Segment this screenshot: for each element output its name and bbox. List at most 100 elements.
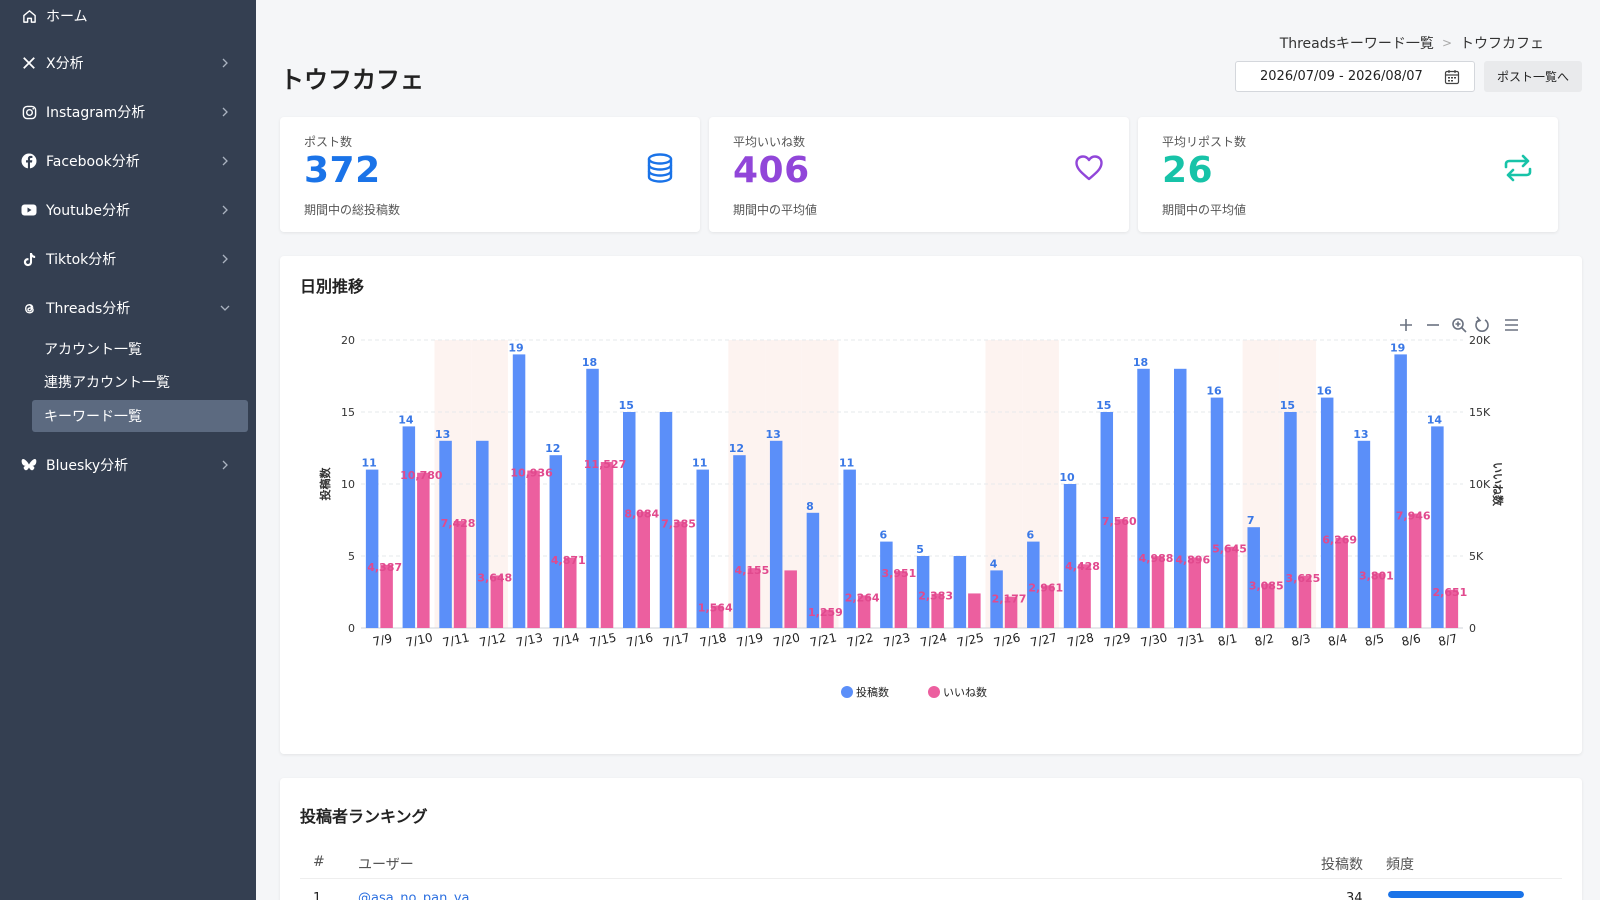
bar-posts[interactable] bbox=[439, 440, 452, 628]
date-range-picker[interactable]: 2026/07/09 - 2026/08/07 bbox=[1235, 61, 1475, 92]
bar-likes[interactable] bbox=[1188, 557, 1202, 628]
bar-likes[interactable] bbox=[1408, 513, 1422, 628]
sidebar-item-tiktok[interactable]: Tiktok分析 bbox=[0, 239, 256, 279]
bar-likes[interactable] bbox=[600, 462, 614, 628]
bar-posts[interactable] bbox=[1357, 440, 1371, 628]
sidebar-item-facebook[interactable]: Facebook分析 bbox=[0, 141, 256, 181]
zoom-in-icon[interactable] bbox=[1400, 319, 1412, 331]
bar-likes[interactable] bbox=[747, 568, 761, 628]
bar-likes[interactable] bbox=[710, 605, 724, 628]
sidebar-subitem-linked-accounts[interactable]: 連携アカウント一覧 bbox=[32, 366, 248, 398]
data-label-likes: 4,871 bbox=[551, 554, 586, 567]
bar-likes[interactable] bbox=[1151, 556, 1165, 628]
bar-posts[interactable] bbox=[1137, 368, 1150, 628]
bar-likes[interactable] bbox=[527, 470, 540, 628]
data-label-posts: 14 bbox=[1427, 413, 1443, 426]
bar-likes[interactable] bbox=[1372, 573, 1385, 628]
bar-posts[interactable] bbox=[659, 412, 673, 628]
bar-likes[interactable] bbox=[1445, 589, 1459, 628]
bar-likes[interactable] bbox=[417, 472, 430, 628]
bar-posts[interactable] bbox=[1320, 397, 1334, 628]
bar-posts[interactable] bbox=[1027, 541, 1040, 628]
legend-item-posts[interactable]: 投稿数 bbox=[841, 685, 889, 699]
bar-likes[interactable] bbox=[1298, 575, 1312, 628]
bar-posts[interactable] bbox=[476, 440, 489, 628]
bar-posts[interactable] bbox=[1100, 412, 1114, 628]
reset-icon[interactable] bbox=[1475, 316, 1489, 332]
x-tick-label: 7/16 bbox=[625, 630, 654, 649]
bar-likes[interactable] bbox=[1041, 585, 1055, 628]
y-tick-right: 5K bbox=[1469, 550, 1484, 563]
posts-cell: 34 bbox=[1346, 891, 1363, 900]
bar-posts[interactable] bbox=[916, 556, 930, 628]
bar-posts[interactable] bbox=[1210, 397, 1224, 628]
x-tick-label: 7/13 bbox=[515, 630, 544, 649]
bar-likes[interactable] bbox=[564, 557, 577, 628]
bar-posts[interactable] bbox=[843, 469, 856, 628]
sidebar-subitem-keywords[interactable]: キーワード一覧 bbox=[32, 400, 248, 432]
bar-likes[interactable] bbox=[1225, 546, 1238, 628]
x-tick-label: 7/29 bbox=[1103, 630, 1132, 649]
bar-likes[interactable] bbox=[894, 571, 908, 628]
bar-posts[interactable] bbox=[696, 469, 709, 628]
sidebar-item-threads[interactable]: Threads分析 bbox=[0, 288, 256, 328]
bar-likes[interactable] bbox=[1004, 596, 1018, 628]
sidebar-item-bluesky[interactable]: Bluesky分析 bbox=[0, 445, 256, 485]
bar-likes[interactable] bbox=[931, 593, 944, 628]
magnify-icon[interactable] bbox=[1452, 318, 1467, 333]
x-tick-label: 7/27 bbox=[1029, 630, 1058, 649]
bar-posts[interactable] bbox=[733, 455, 746, 628]
sidebar-subitem-accounts[interactable]: アカウント一覧 bbox=[32, 333, 248, 365]
bar-likes[interactable] bbox=[784, 570, 797, 628]
bar-likes[interactable] bbox=[490, 575, 504, 628]
sidebar-item-home[interactable]: ホーム bbox=[0, 0, 256, 36]
y-tick-right: 10K bbox=[1469, 478, 1491, 491]
data-label-posts: 12 bbox=[545, 442, 560, 455]
bar-likes[interactable] bbox=[857, 595, 871, 628]
data-label-likes: 8,084 bbox=[624, 508, 659, 521]
x-tick-label: 7/10 bbox=[405, 630, 434, 649]
breadcrumb-link-keywords[interactable]: Threadsキーワード一覧 bbox=[1279, 36, 1434, 52]
bar-likes[interactable] bbox=[1078, 564, 1091, 628]
data-label-likes: 7,946 bbox=[1396, 510, 1431, 523]
menu-icon[interactable] bbox=[1505, 319, 1518, 331]
bar-posts[interactable] bbox=[953, 556, 967, 628]
stat-card-avg-reposts: 平均リポスト数 26 期間中の平均値 bbox=[1138, 117, 1558, 232]
sidebar-item-instagram[interactable]: Instagram分析 bbox=[0, 92, 256, 132]
bar-likes[interactable] bbox=[821, 609, 834, 628]
bar-posts[interactable] bbox=[1174, 368, 1187, 628]
sidebar-item-youtube[interactable]: Youtube分析 bbox=[0, 190, 256, 230]
bar-posts[interactable] bbox=[1431, 426, 1444, 628]
user-link[interactable]: @asa_no_pan_ya bbox=[358, 891, 470, 900]
bar-posts[interactable] bbox=[806, 512, 820, 628]
bar-likes[interactable] bbox=[453, 521, 467, 628]
data-label-likes: 4,387 bbox=[367, 561, 402, 574]
bar-posts[interactable] bbox=[512, 354, 526, 628]
data-label-likes: 3,801 bbox=[1359, 569, 1394, 582]
bar-posts[interactable] bbox=[990, 570, 1003, 628]
bar-likes[interactable] bbox=[1115, 519, 1128, 628]
bar-posts[interactable] bbox=[402, 426, 416, 628]
data-label-likes: 11,527 bbox=[584, 458, 626, 471]
data-label-posts: 13 bbox=[1353, 428, 1368, 441]
bar-posts[interactable] bbox=[549, 455, 563, 628]
bar-likes[interactable] bbox=[637, 511, 651, 628]
bar-likes[interactable] bbox=[674, 521, 687, 628]
bar-posts[interactable] bbox=[623, 412, 636, 628]
bar-likes[interactable] bbox=[380, 564, 393, 628]
bar-posts[interactable] bbox=[1394, 354, 1407, 628]
legend-item-likes[interactable]: いいね数 bbox=[928, 686, 987, 699]
bar-posts[interactable] bbox=[769, 440, 783, 628]
chevron-right-icon bbox=[222, 205, 228, 215]
bar-posts[interactable] bbox=[1247, 527, 1260, 628]
bar-posts[interactable] bbox=[1284, 412, 1297, 628]
bar-posts[interactable] bbox=[586, 368, 599, 628]
bar-posts[interactable] bbox=[1063, 484, 1077, 628]
bar-posts[interactable] bbox=[880, 541, 893, 628]
bar-likes[interactable] bbox=[1335, 537, 1348, 628]
bar-likes[interactable] bbox=[1261, 583, 1275, 628]
post-list-button[interactable]: ポスト一覧へ bbox=[1484, 61, 1582, 92]
bar-likes[interactable] bbox=[968, 593, 981, 628]
sidebar-item-x[interactable]: X分析 bbox=[0, 43, 256, 83]
bar-posts[interactable] bbox=[365, 469, 379, 628]
